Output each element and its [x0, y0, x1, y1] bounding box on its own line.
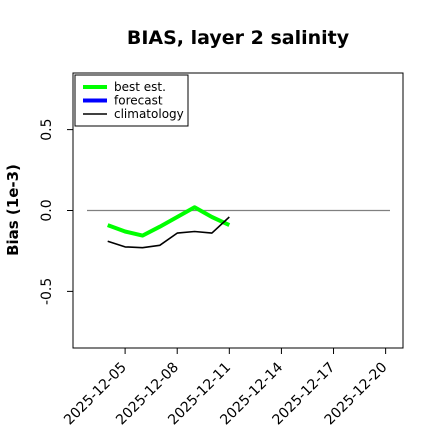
- legend-label: climatology: [114, 107, 184, 121]
- y-tick-label: 0.0: [39, 199, 55, 221]
- series-line-best-est: [107, 205, 231, 238]
- legend-label: best est.: [114, 80, 166, 94]
- series-line-climatology: [107, 216, 230, 249]
- chart-title: BIAS, layer 2 salinity: [127, 27, 350, 49]
- legend-label: forecast: [114, 94, 163, 108]
- y-tick-label: -0.5: [39, 278, 55, 305]
- y-tick-label: 0.5: [39, 118, 55, 140]
- y-axis-label: Bias (1e-3): [4, 164, 22, 256]
